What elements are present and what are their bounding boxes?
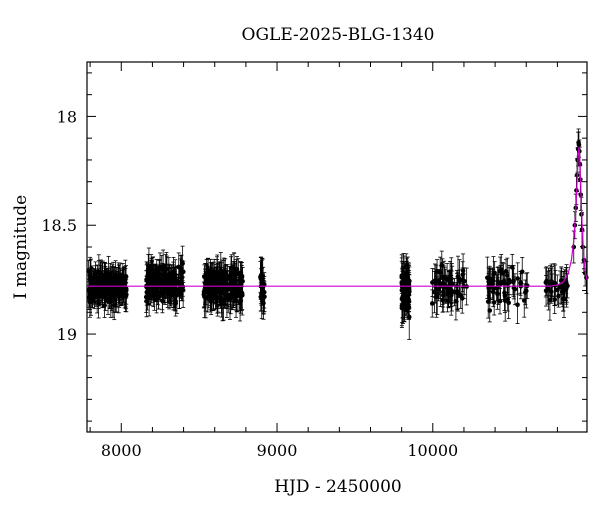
data-point: [87, 272, 93, 278]
data-point: [218, 281, 224, 286]
data-point: [115, 279, 121, 285]
data-point: [168, 283, 173, 288]
y-tick-label: 18.5: [41, 216, 77, 235]
data-point: [444, 276, 450, 282]
data-point: [172, 272, 178, 278]
chart-title: OGLE-2025-BLG-1340: [242, 25, 435, 45]
data-point: [162, 274, 168, 280]
data-point: [554, 287, 560, 293]
data-point: [576, 142, 582, 148]
data-point: [460, 268, 466, 273]
data-point: [506, 300, 512, 306]
data-point: [497, 298, 503, 304]
data-point: [227, 275, 232, 281]
data-point: [98, 290, 103, 296]
data-point: [179, 270, 184, 275]
data-point: [223, 287, 228, 293]
data-point: [166, 272, 172, 278]
data-point: [124, 292, 129, 297]
data-point: [491, 300, 497, 305]
data-point: [258, 274, 263, 280]
data-point: [546, 286, 551, 292]
data-point: [111, 302, 117, 308]
x-axis-label: HJD - 2450000: [274, 477, 402, 497]
data-point: [547, 281, 553, 286]
data-point: [209, 288, 214, 294]
data-point: [120, 281, 125, 286]
data-point: [448, 291, 453, 296]
x-tick-label: 9000: [257, 441, 298, 460]
data-point: [156, 267, 162, 273]
data-point: [488, 283, 493, 288]
data-point: [110, 293, 116, 299]
data-point: [261, 294, 266, 299]
data-point: [501, 279, 506, 285]
data-point: [205, 276, 211, 282]
data-point: [406, 296, 411, 302]
major-ticks: [87, 62, 587, 432]
data-point: [515, 302, 520, 308]
data-point: [230, 294, 236, 300]
data-point: [498, 267, 504, 272]
data-point: [524, 288, 529, 294]
data-point: [434, 268, 440, 274]
data-point: [203, 288, 208, 294]
data-point: [233, 282, 238, 287]
data-point: [149, 277, 154, 282]
data-point: [238, 277, 244, 282]
data-point: [93, 278, 98, 283]
y-axis-label: I magnitude: [11, 195, 31, 299]
data-point: [152, 283, 158, 288]
data-point: [518, 280, 523, 285]
data-point: [434, 291, 440, 297]
data-point: [154, 276, 159, 281]
data-point: [506, 280, 512, 285]
data-point: [92, 286, 98, 292]
model-curve: [87, 146, 588, 287]
tick-labels: 8000 9000 10000 18 18.5 19: [41, 107, 458, 460]
data-point: [440, 281, 445, 286]
data-point: [174, 292, 180, 298]
x-tick-label: 8000: [101, 441, 142, 460]
data-point: [100, 274, 106, 279]
data-point: [510, 279, 516, 285]
data-point: [455, 291, 460, 296]
data-point: [114, 293, 120, 298]
data-point: [399, 275, 405, 280]
data-point: [236, 271, 241, 277]
data-point: [96, 274, 102, 280]
data-point: [440, 293, 446, 298]
y-tick-label: 19: [57, 325, 77, 344]
data-point: [406, 304, 412, 310]
data-point: [180, 261, 185, 266]
data-point: [433, 279, 439, 284]
data-point: [104, 283, 110, 288]
x-tick-label: 10000: [407, 441, 458, 460]
data-point: [495, 291, 500, 296]
data-point: [552, 297, 557, 302]
data-point: [208, 271, 214, 277]
data-point: [429, 301, 435, 306]
data-point: [219, 301, 224, 306]
data-point: [156, 294, 161, 300]
data-point: [214, 278, 220, 283]
plot-frame: [86, 61, 588, 433]
data-point: [564, 283, 569, 289]
data-points: [86, 128, 589, 340]
data-point: [213, 284, 218, 290]
data-point: [460, 277, 465, 283]
data-point: [561, 288, 566, 294]
minor-ticks: [87, 62, 587, 432]
data-point: [430, 280, 435, 285]
data-point: [504, 273, 510, 278]
data-point: [459, 296, 465, 301]
data-point: [490, 289, 496, 295]
data-point: [144, 298, 149, 304]
data-point: [219, 277, 224, 283]
data-point: [88, 286, 93, 291]
data-point: [162, 278, 167, 284]
y-tick-label: 18: [57, 107, 77, 126]
data-point: [515, 276, 521, 281]
